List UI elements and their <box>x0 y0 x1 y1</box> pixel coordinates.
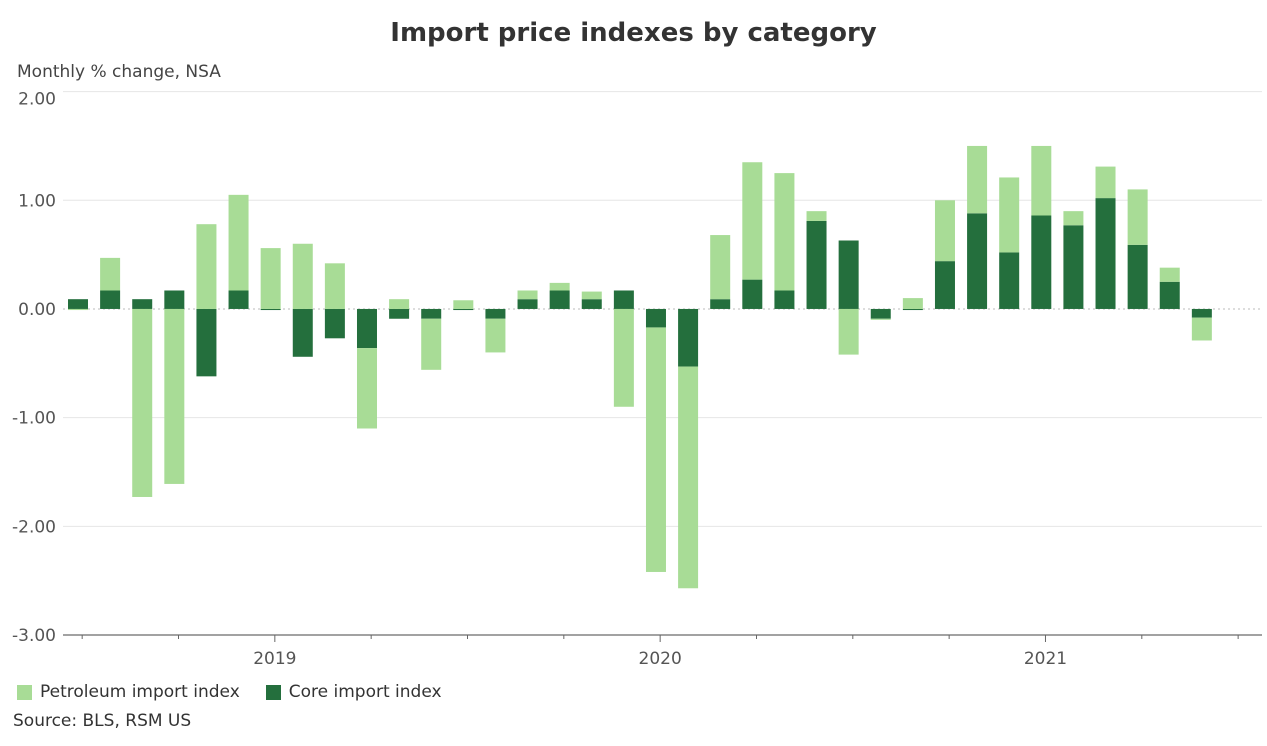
bar-core <box>742 279 763 309</box>
bar-core <box>774 290 795 309</box>
bar-petroleum <box>100 257 121 291</box>
bar-core <box>1095 198 1116 309</box>
bar-core <box>68 299 88 309</box>
bar-petroleum <box>132 308 153 497</box>
bar-core <box>678 308 699 367</box>
legend-item-petroleum: Petroleum import index <box>17 682 240 702</box>
bar-petroleum <box>774 173 795 291</box>
bar-petroleum <box>68 308 88 311</box>
y-tick-label: -1.00 <box>12 409 56 429</box>
bar-core <box>999 252 1020 309</box>
bar-core <box>710 299 731 309</box>
bar-core <box>1191 308 1212 318</box>
x-tick-label: 2019 <box>253 649 296 669</box>
bar-petroleum <box>1159 267 1180 282</box>
bar-core <box>164 290 185 309</box>
bar-core <box>228 290 249 309</box>
bar-petroleum <box>806 211 827 221</box>
y-tick-label: 1.00 <box>18 191 56 211</box>
bar-core <box>613 290 634 309</box>
bar-petroleum <box>196 224 217 309</box>
bar-petroleum <box>967 145 988 214</box>
bar-petroleum <box>453 300 474 309</box>
bar-petroleum <box>260 248 281 309</box>
bar-petroleum <box>1095 166 1116 199</box>
bar-core <box>645 308 666 328</box>
bar-petroleum <box>292 243 313 309</box>
bar-core <box>485 308 506 319</box>
bar-petroleum <box>228 194 249 291</box>
bar-petroleum <box>485 318 506 353</box>
legend-item-core: Core import index <box>265 682 442 702</box>
legend-swatch-petroleum <box>17 684 32 700</box>
bar-core <box>1159 281 1180 309</box>
legend-label: Petroleum import index <box>40 682 240 702</box>
bar-petroleum <box>1127 189 1148 245</box>
chart-title: Import price indexes by category <box>390 18 877 48</box>
y-tick-label: 0.00 <box>18 300 56 320</box>
bar-core <box>292 308 313 357</box>
bar-petroleum <box>164 308 185 484</box>
bar-core <box>581 299 602 309</box>
bar-petroleum <box>678 366 699 589</box>
bar-core <box>517 299 538 309</box>
bar-core <box>838 240 859 309</box>
bar-core <box>324 308 345 339</box>
bar-petroleum <box>356 348 377 429</box>
bar-petroleum <box>934 200 955 262</box>
y-tick-label: -2.00 <box>12 517 56 537</box>
legend-label: Core import index <box>288 682 442 702</box>
bar-core <box>389 308 410 319</box>
bar-core <box>967 213 988 309</box>
bar-petroleum <box>1031 145 1052 216</box>
bar-core <box>806 220 827 309</box>
bar-chart: 2.00 1.00 0.00 -1.00 -2.00 -3.00 2019 2020 2021 <box>12 90 1262 669</box>
y-tick-label: 2.00 <box>18 90 56 110</box>
bar-core <box>1127 244 1148 309</box>
bar-petroleum <box>324 263 345 309</box>
bar-petroleum <box>1063 211 1084 226</box>
x-tick-label: 2021 <box>1024 649 1067 669</box>
bar-petroleum <box>581 291 602 300</box>
bar-petroleum <box>421 318 442 370</box>
bar-core <box>260 308 281 311</box>
bar-petroleum <box>517 290 538 300</box>
y-axis-label: Monthly % change, NSA <box>17 62 221 82</box>
bar-core <box>196 308 217 377</box>
bar-petroleum <box>613 308 634 407</box>
bar-petroleum <box>1191 317 1212 341</box>
bar-core <box>132 299 153 309</box>
bar-petroleum <box>389 299 410 309</box>
bar-petroleum <box>549 282 570 291</box>
legend: Petroleum import index Core import index <box>17 682 442 702</box>
bar-core <box>870 308 891 319</box>
bar-petroleum <box>742 162 763 280</box>
legend-swatch-core <box>265 684 281 700</box>
bar-petroleum <box>710 235 731 300</box>
bar-petroleum <box>645 327 666 572</box>
x-tick-label: 2020 <box>639 649 682 669</box>
bar-core <box>549 290 570 309</box>
y-tick-label: -3.00 <box>12 626 56 646</box>
bar-core <box>100 290 121 309</box>
bar-petroleum <box>902 298 923 309</box>
bar-core <box>902 308 923 311</box>
bar-core <box>1063 225 1084 309</box>
source-note: Source: BLS, RSM US <box>13 711 192 731</box>
bar-core <box>356 308 377 349</box>
bar-core <box>934 261 955 309</box>
bar-petroleum <box>838 308 859 355</box>
bar-core <box>1031 215 1052 309</box>
bar-core <box>421 308 442 319</box>
bar-petroleum <box>999 177 1020 253</box>
bar-core <box>453 308 474 311</box>
bar-petroleum <box>870 318 891 320</box>
